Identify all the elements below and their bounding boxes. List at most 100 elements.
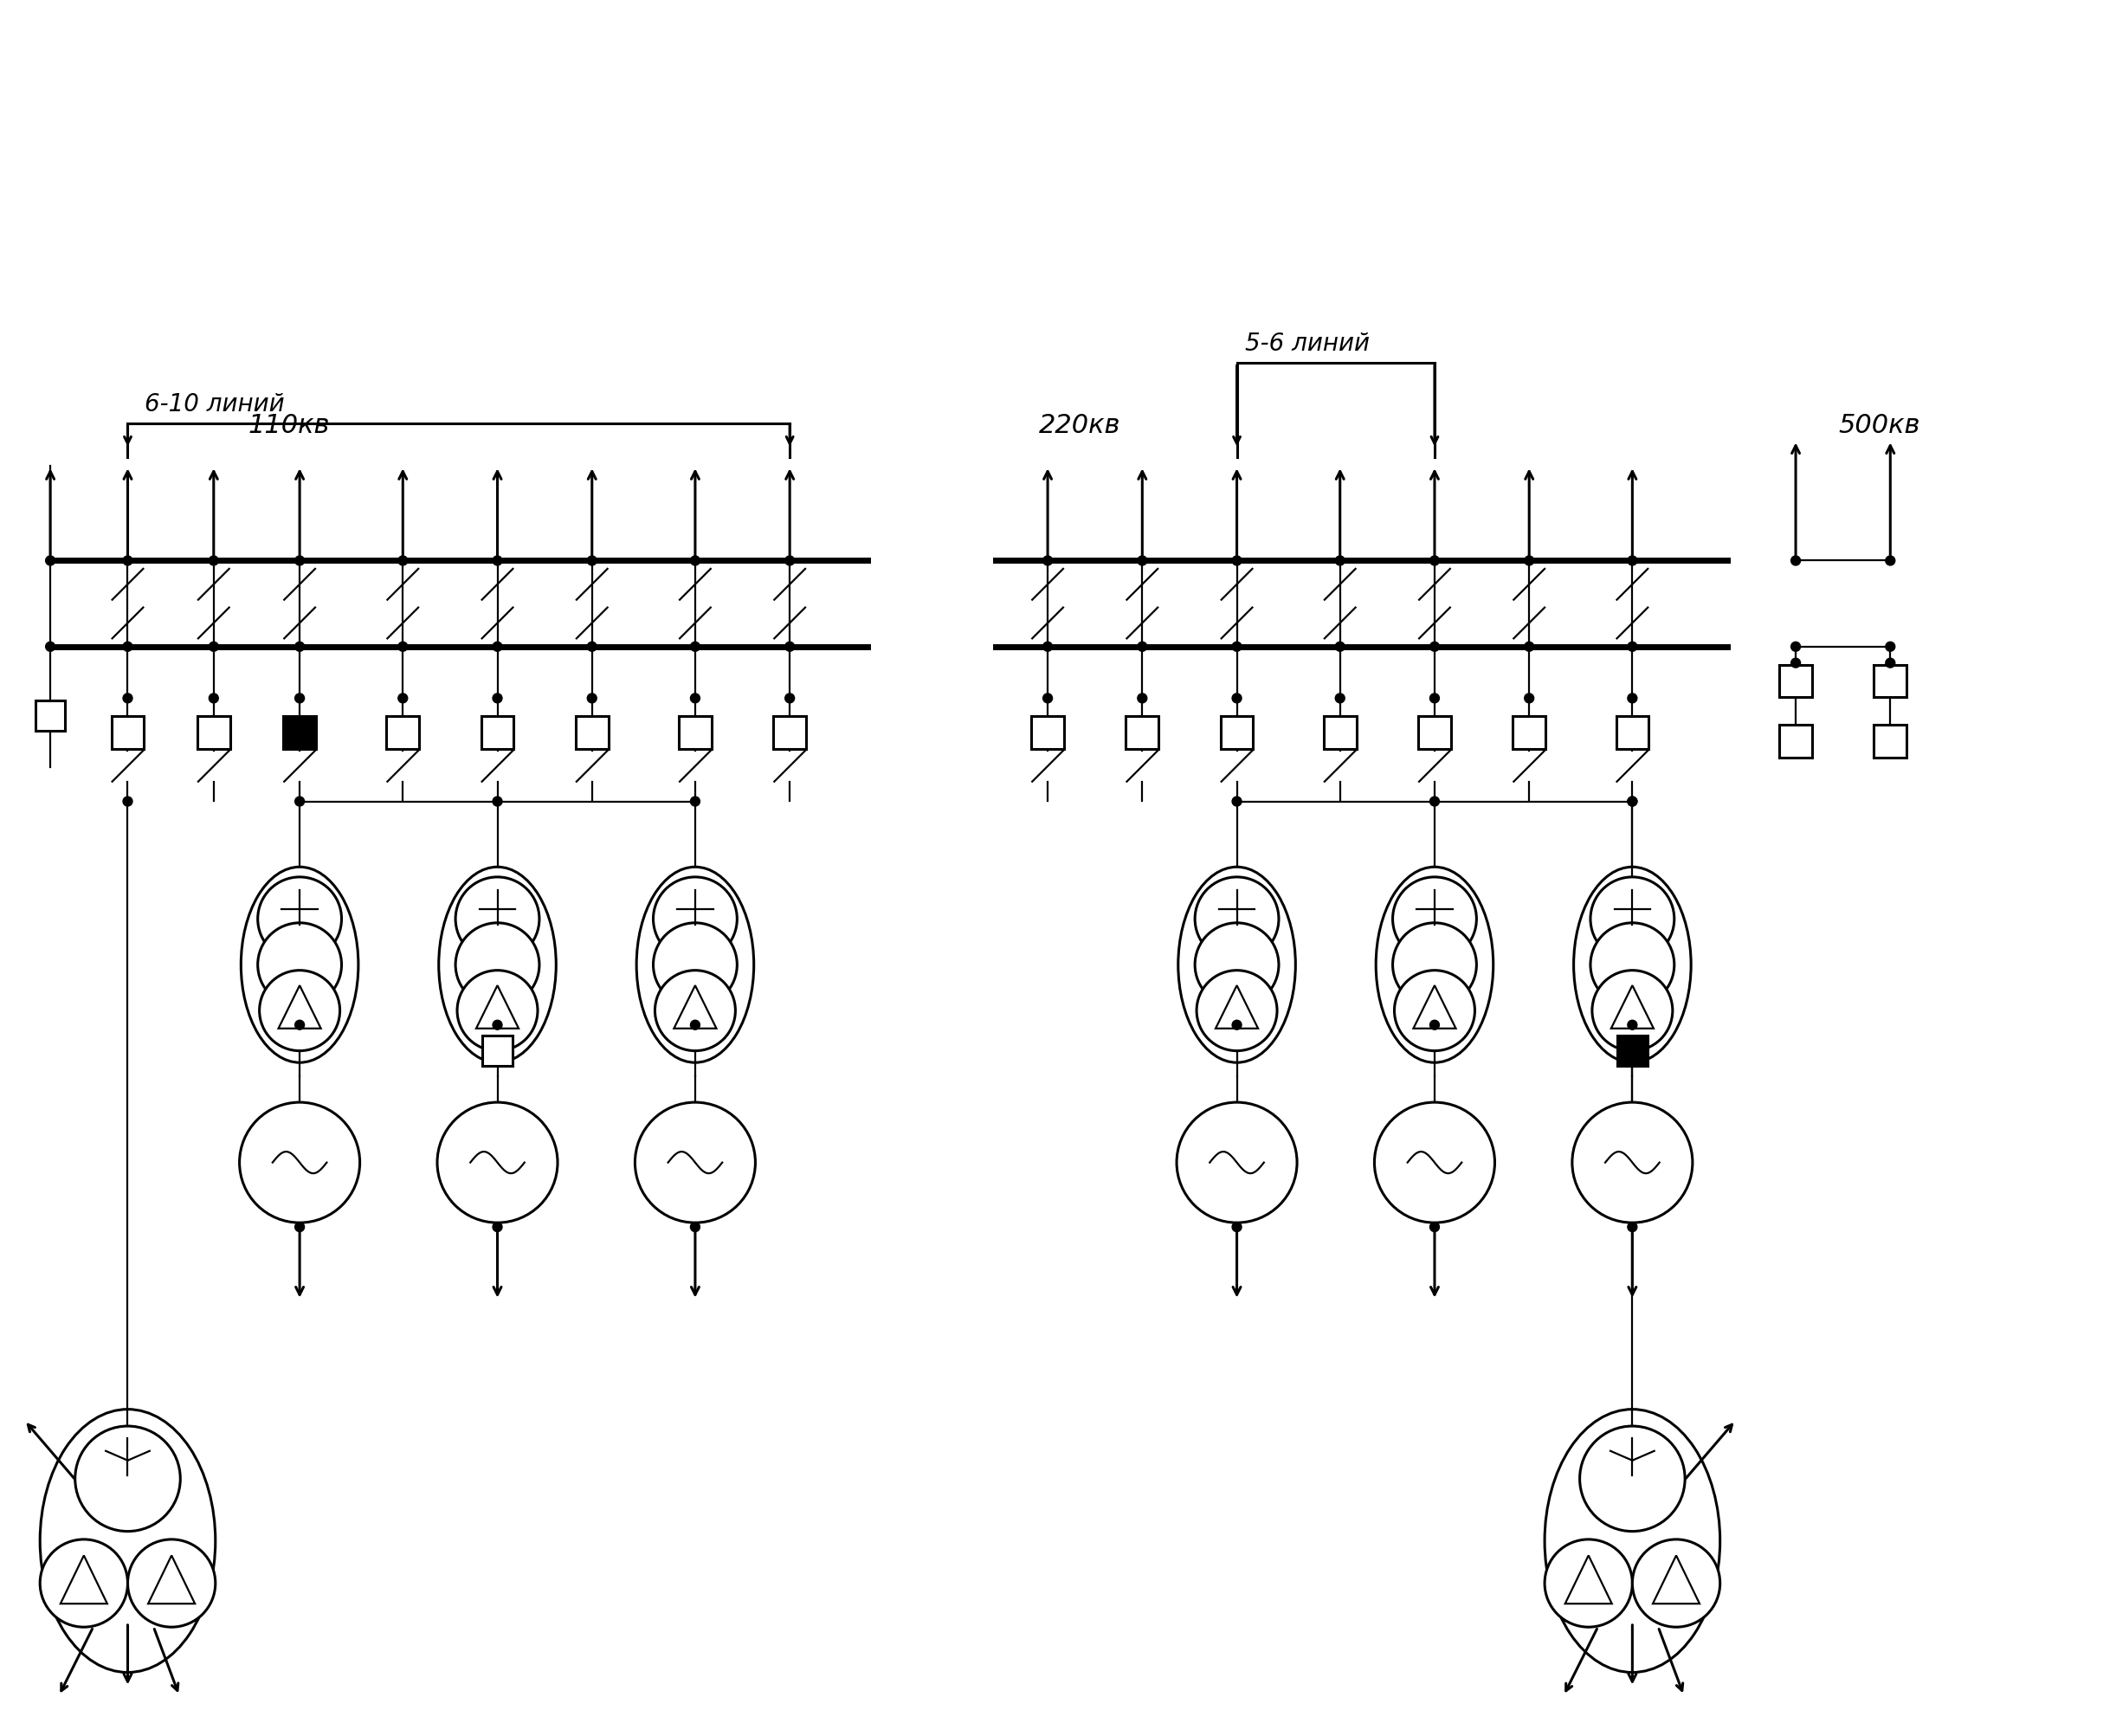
Circle shape: [1591, 924, 1674, 1007]
Circle shape: [457, 970, 537, 1050]
Circle shape: [1430, 557, 1439, 566]
Circle shape: [493, 694, 501, 703]
Circle shape: [1790, 658, 1801, 668]
Text: 5-6 линий: 5-6 линий: [1246, 332, 1371, 356]
Bar: [1875, 665, 1907, 698]
Circle shape: [47, 557, 55, 566]
Circle shape: [1627, 557, 1638, 566]
Text: 500кв: 500кв: [1839, 413, 1921, 437]
Circle shape: [1232, 642, 1242, 651]
Circle shape: [398, 557, 408, 566]
Circle shape: [294, 1021, 305, 1029]
Bar: [482, 1036, 512, 1066]
Circle shape: [1627, 797, 1638, 807]
Circle shape: [1232, 797, 1242, 807]
Circle shape: [123, 557, 133, 566]
Circle shape: [656, 970, 736, 1050]
Bar: [36, 701, 66, 731]
Bar: [112, 717, 144, 750]
Circle shape: [1232, 1222, 1242, 1233]
Circle shape: [690, 642, 700, 651]
Circle shape: [654, 924, 736, 1007]
Circle shape: [1581, 1427, 1684, 1531]
Circle shape: [588, 642, 597, 651]
Circle shape: [260, 970, 341, 1050]
Circle shape: [1430, 1021, 1439, 1029]
Bar: [1780, 726, 1811, 759]
Circle shape: [690, 797, 700, 807]
Ellipse shape: [241, 868, 358, 1062]
Bar: [679, 717, 711, 750]
Circle shape: [690, 557, 700, 566]
Circle shape: [785, 557, 794, 566]
Circle shape: [123, 694, 133, 703]
Circle shape: [1138, 557, 1147, 566]
Circle shape: [1430, 1222, 1439, 1233]
Circle shape: [1043, 694, 1052, 703]
Circle shape: [1430, 797, 1439, 807]
Circle shape: [209, 642, 218, 651]
Circle shape: [1627, 797, 1638, 807]
Bar: [284, 717, 315, 750]
Circle shape: [1198, 970, 1278, 1050]
Circle shape: [785, 642, 794, 651]
Circle shape: [1176, 1102, 1297, 1222]
Circle shape: [1627, 694, 1638, 703]
Circle shape: [1790, 557, 1801, 566]
Circle shape: [209, 694, 218, 703]
Circle shape: [455, 924, 540, 1007]
Circle shape: [1627, 1021, 1638, 1029]
Text: 110кв: 110кв: [248, 413, 330, 437]
Circle shape: [654, 877, 736, 962]
Ellipse shape: [1375, 868, 1494, 1062]
Bar: [1617, 1036, 1648, 1066]
Circle shape: [1196, 924, 1278, 1007]
Circle shape: [127, 1540, 216, 1627]
Circle shape: [294, 694, 305, 703]
Ellipse shape: [40, 1410, 216, 1672]
Circle shape: [1392, 877, 1477, 962]
Circle shape: [1335, 694, 1346, 703]
Circle shape: [1043, 642, 1052, 651]
Circle shape: [239, 1102, 360, 1222]
Circle shape: [493, 797, 501, 807]
Circle shape: [690, 694, 700, 703]
Bar: [1418, 717, 1452, 750]
Circle shape: [1885, 658, 1896, 668]
Circle shape: [455, 877, 540, 962]
Circle shape: [294, 557, 305, 566]
Circle shape: [258, 877, 341, 962]
Circle shape: [493, 557, 501, 566]
Circle shape: [1394, 970, 1475, 1050]
Circle shape: [438, 1102, 559, 1222]
Circle shape: [1232, 1021, 1242, 1029]
Bar: [774, 717, 806, 750]
Bar: [197, 717, 231, 750]
Circle shape: [1790, 642, 1801, 651]
Bar: [1325, 717, 1356, 750]
Ellipse shape: [637, 868, 753, 1062]
Circle shape: [398, 642, 408, 651]
Bar: [576, 717, 607, 750]
Text: 220кв: 220кв: [1039, 413, 1121, 437]
Bar: [1875, 726, 1907, 759]
Circle shape: [209, 557, 218, 566]
Bar: [1221, 717, 1253, 750]
Circle shape: [1232, 557, 1242, 566]
Circle shape: [1885, 557, 1896, 566]
Circle shape: [123, 797, 133, 807]
Circle shape: [258, 924, 341, 1007]
Circle shape: [785, 694, 794, 703]
Bar: [1617, 717, 1648, 750]
Circle shape: [1591, 877, 1674, 962]
Circle shape: [294, 642, 305, 651]
Circle shape: [1627, 1222, 1638, 1233]
Bar: [1126, 717, 1160, 750]
Circle shape: [1430, 642, 1439, 651]
Ellipse shape: [1574, 868, 1691, 1062]
Circle shape: [588, 694, 597, 703]
Ellipse shape: [1545, 1410, 1720, 1672]
Circle shape: [294, 1222, 305, 1233]
Circle shape: [398, 694, 408, 703]
Bar: [1030, 717, 1064, 750]
